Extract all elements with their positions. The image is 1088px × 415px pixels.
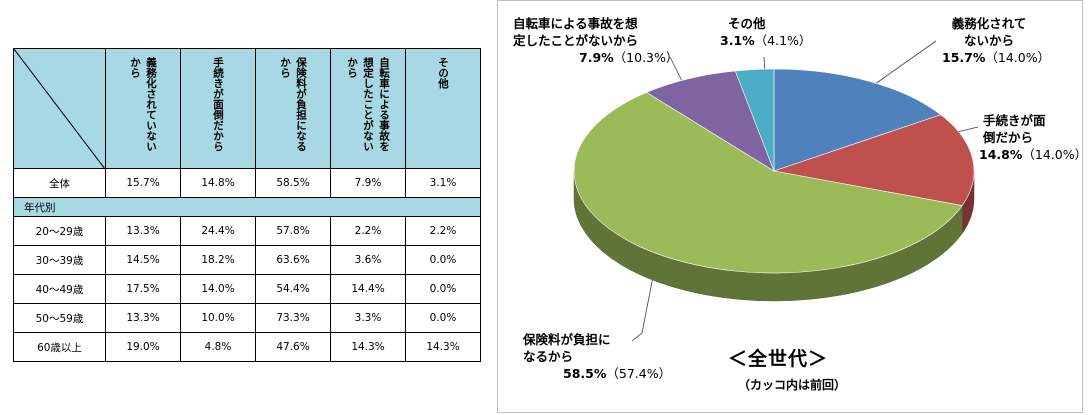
diagonal-line: [14, 49, 105, 169]
table-cell: 73.3%: [255, 303, 331, 333]
slice-label-premium: 保険料が負担に なるから 58.5%（57.4%）: [523, 331, 671, 382]
table-cell: 14.0%: [180, 274, 256, 304]
column-header-label: 手続きが面倒だから: [212, 57, 224, 152]
row-label: 全体: [13, 168, 106, 198]
slice-previous-value: （4.1%）: [754, 33, 812, 48]
row-label: 30～39歳: [13, 245, 106, 275]
slice-name: その他: [728, 16, 766, 31]
table-corner-cell: [13, 48, 106, 169]
row-label: 60歳以上: [13, 332, 106, 362]
row-label: 50～59歳: [13, 303, 106, 333]
row-label: 20～29歳: [13, 216, 106, 246]
table-cell: 0.0%: [405, 245, 481, 275]
table-cell: 18.2%: [180, 245, 256, 275]
table-cell: 14.4%: [330, 274, 406, 304]
column-header-label: 義務化されていないから: [129, 57, 157, 152]
chart-title: ＜全世代＞: [728, 348, 829, 370]
table-cell: 3.1%: [405, 168, 481, 198]
column-header: 手続きが面倒だから: [180, 48, 256, 169]
slice-name: 保険料が負担に なるから: [523, 332, 611, 364]
table-cell: 57.8%: [255, 216, 331, 246]
slice-premium: [573, 92, 963, 274]
table-cell: 24.4%: [180, 216, 256, 246]
table-row: 30～39歳 14.5% 18.2% 63.6% 3.6% 0.0%: [13, 245, 481, 275]
table-cell: 3.3%: [330, 303, 406, 333]
table-cell: 10.0%: [180, 303, 256, 333]
table-cell: 4.8%: [180, 332, 256, 362]
table-cell: 2.2%: [405, 216, 481, 246]
table-cell: 0.0%: [405, 303, 481, 333]
table-cell: 7.9%: [330, 168, 406, 198]
table-cell: 47.6%: [255, 332, 331, 362]
slice-value: 7.9%: [579, 50, 614, 65]
table-cell: 63.6%: [255, 245, 331, 275]
pie-chart-canvas: [573, 40, 979, 342]
table-cell: 15.7%: [105, 168, 181, 198]
table-cell: 54.4%: [255, 274, 331, 304]
slice-mandatory: [773, 68, 942, 172]
section-label: 年代別: [13, 197, 481, 217]
table-cell: 14.5%: [105, 245, 181, 275]
slice-previous-value: （10.3%）: [613, 50, 679, 65]
slice-procedure: [772, 114, 975, 206]
slice-label-never-considered: 自転車による事故を想 定したことがないから 7.9%（10.3%）: [513, 15, 678, 66]
table-row: 20～29歳 13.3% 24.4% 57.8% 2.2% 2.2%: [13, 216, 481, 246]
column-header: 自転車による事故を想定したことがないから: [330, 48, 406, 169]
table-row: 60歳以上 19.0% 4.8% 47.6% 14.3% 14.3%: [13, 332, 481, 362]
table-section-row: 年代別: [13, 197, 481, 217]
table-cell: 14.3%: [330, 332, 406, 362]
table-cell: 17.5%: [105, 274, 181, 304]
column-header: その他: [405, 48, 481, 169]
table-row: 50～59歳 13.3% 10.0% 73.3% 3.3% 0.0%: [13, 303, 481, 333]
slice-label-other: その他 3.1%（4.1%）: [720, 15, 811, 49]
slice-label-mandatory: 義務化されて ないから 15.7%（14.0%）: [942, 15, 1050, 66]
slice-previous-value: （14.0%）: [1022, 147, 1088, 162]
table-cell: 0.0%: [405, 274, 481, 304]
slice-never-considered: [645, 70, 775, 172]
slice-value: 14.8%: [979, 147, 1023, 162]
table-cell: 58.5%: [255, 168, 331, 198]
slice-value: 15.7%: [942, 50, 986, 65]
table-cell: 13.3%: [105, 303, 181, 333]
table-row: 40～49歳 17.5% 14.0% 54.4% 14.4% 0.0%: [13, 274, 481, 304]
survey-table: 義務化されていないから 手続きが面倒だから 保険料が負担になるから 自転車による…: [13, 48, 481, 362]
slice-name: 義務化されて ないから: [951, 16, 1027, 48]
table-cell: 3.6%: [330, 245, 406, 275]
column-header-label: 自転車による事故を想定したことがないから: [346, 57, 390, 152]
slice-previous-value: （57.4%）: [606, 366, 672, 381]
chart-note: （カッコ内は前回）: [738, 378, 847, 392]
slice-mandatory-leader-line: [867, 40, 937, 90]
slice-label-procedure: 手続きが面 倒だから 14.8%（14.0%）: [979, 112, 1088, 163]
slice-other: [734, 68, 775, 172]
table-cell: 2.2%: [330, 216, 406, 246]
table-header-row: 義務化されていないから 手続きが面倒だから 保険料が負担になるから 自転車による…: [13, 48, 481, 169]
table-cell: 14.8%: [180, 168, 256, 198]
table-cell: 14.3%: [405, 332, 481, 362]
column-header: 保険料が負担になるから: [255, 48, 331, 169]
slice-value: 3.1%: [720, 33, 755, 48]
row-label: 40～49歳: [13, 274, 106, 304]
slice-previous-value: （14.0%）: [985, 50, 1051, 65]
column-header-label: その他: [437, 57, 449, 89]
slice-value: 58.5%: [563, 366, 607, 381]
slice-name: 自転車による事故を想 定したことがないから: [513, 16, 639, 48]
table-cell: 13.3%: [105, 216, 181, 246]
column-header: 義務化されていないから: [105, 48, 181, 169]
table-row-total: 全体 15.7% 14.8% 58.5% 7.9% 3.1%: [13, 168, 481, 198]
column-header-label: 保険料が負担になるから: [279, 57, 307, 152]
table-cell: 19.0%: [105, 332, 181, 362]
pie-chart: 義務化されて ないから 15.7%（14.0%） 手続きが面 倒だから 14.8…: [497, 0, 1087, 413]
slice-name: 手続きが面 倒だから: [983, 113, 1046, 145]
